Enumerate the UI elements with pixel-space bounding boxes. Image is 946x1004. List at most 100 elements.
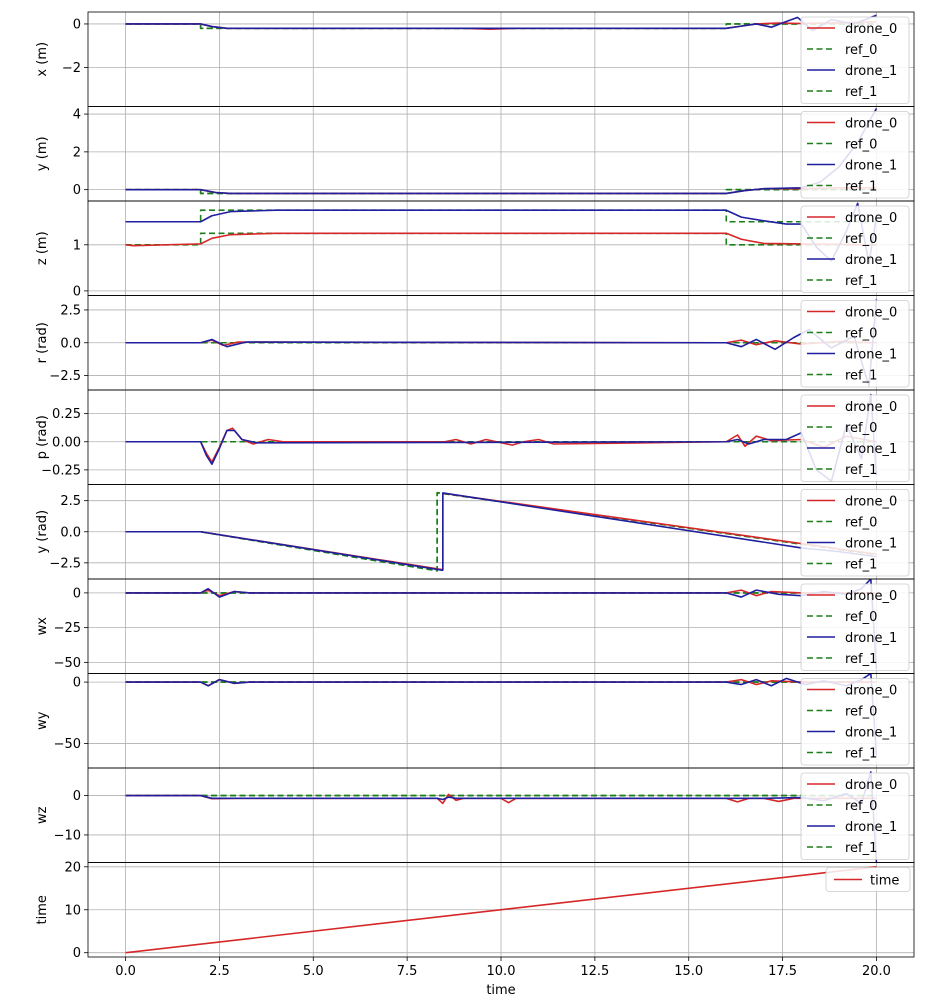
x-tick-label: 0.0 [115,964,136,979]
legend-label: drone_1 [845,726,897,741]
x-tick-label: 12.5 [580,964,609,979]
y-tick-label: 2.5 [60,303,81,318]
y-tick-label: −2.5 [49,369,81,384]
y-tick-label: −10 [54,828,81,843]
grid [88,768,914,863]
legend-label: ref_1 [845,85,877,100]
legend-label: ref_1 [845,274,877,289]
x-tick-label: 17.5 [768,964,797,979]
y-tick-label: 20 [64,860,81,875]
legend-box [800,583,910,671]
y-axis-label: x (m) [35,42,50,77]
y-tick-label: 0.0 [60,336,81,351]
y-tick-label: 1 [73,238,81,253]
y-tick-label: 0 [73,789,81,804]
x-tick-label: 15.0 [674,964,703,979]
legend-label: ref_1 [845,463,877,478]
y-tick-label: 0 [73,586,81,601]
legend-label: drone_0 [845,211,897,226]
legend-label: ref_0 [845,138,877,153]
y-tick-label: 0 [73,676,81,691]
legend-label: ref_1 [845,841,877,856]
legend: drone_0 ref_0 drone_1 ref_1 [800,111,910,199]
panel-7: 0 −50 wy drone_0 ref_0 drone_1 ref_1 [35,673,915,769]
legend-label: ref_1 [845,180,877,195]
panel-1: 0 2 4 y (m) drone_0 ref_0 drone_1 ref_1 [35,106,915,202]
legend-label: drone_1 [845,442,897,457]
series-time [125,866,877,954]
y-axis-label: y (m) [35,136,50,171]
legend-label: drone_0 [845,306,897,321]
legend-box [800,678,910,766]
legend-label: ref_0 [845,421,877,436]
y-axis-label: r (rad) [35,322,50,363]
legend-label: drone_1 [845,253,897,268]
y-tick-label: 0.0 [60,525,81,540]
legend-label: drone_0 [845,778,897,793]
x-tick-label: 2.5 [209,964,230,979]
legend-label: drone_1 [845,537,897,552]
y-tick-label: 2 [73,145,81,160]
panel-2: 0 1 z (m) drone_0 ref_0 drone_1 ref_1 [35,200,915,299]
legend: drone_0 ref_0 drone_1 ref_1 [800,489,910,577]
legend: drone_0 ref_0 drone_1 ref_1 [800,394,910,482]
y-tick-label: −2.5 [49,556,81,571]
y-axis-label: wy [35,711,50,730]
panel-9: 0 10 20 time time [35,860,915,961]
y-tick-label: 0.25 [52,407,81,422]
legend-label: drone_0 [845,495,897,510]
x-tick-label: 7.5 [397,964,418,979]
y-tick-label: −25 [54,621,81,636]
grid [88,673,914,768]
panel-4: 0.25 0.00 −0.25 p (rad) drone_0 ref_0 drone_1r… [35,389,915,485]
y-tick-label: −50 [54,737,81,752]
y-axis-label: wx [35,617,50,636]
y-tick-label: 2.5 [60,494,81,509]
y-axis-label: y (rad) [35,510,50,554]
legend-box [800,205,910,293]
x-tick-label: 5.0 [303,964,324,979]
legend: drone_0 ref_0 drone_1 ref_1 [800,16,910,104]
y-tick-label: 0 [73,183,81,198]
legend-label: drone_1 [845,64,897,79]
legend: drone_0 ref_0 drone_1 ref_1 [800,678,910,766]
panel-6: 0 −25 −50 wx drone_0 ref_0 drone_1 ref_1 [35,578,915,674]
y-tick-label: 0 [73,946,81,961]
legend-box [800,489,910,577]
legend-label: drone_0 [845,117,897,132]
legend-label: drone_1 [845,348,897,363]
y-tick-label: 10 [64,903,81,918]
legend-label: ref_0 [845,43,877,58]
legend-label: ref_1 [845,369,877,384]
x-tick-label: 20.0 [862,964,891,979]
y-tick-label: 0 [73,284,81,299]
legend-box [825,867,911,892]
legend-label: time [870,874,899,889]
legend-box [800,394,910,482]
x-axis: 0.0 2.5 5.0 7.5 10.0 12.5 15.0 17.5 20.0 time [115,957,891,998]
series-group [125,14,877,32]
legend-box [800,16,910,104]
panel-5: 2.5 0.0 −2.5 y (rad) drone_0 ref_0 drone_1 ref_… [35,484,915,580]
legend-label: ref_0 [845,516,877,531]
panel-3: 2.5 0.0 −2.5 r (rad) drone_0 ref_0 drone_1 ref_… [35,295,915,391]
series-drone_0 [125,232,877,247]
legend: drone_0 ref_0 drone_1 ref_1 [800,205,910,293]
legend-label: ref_1 [845,747,877,762]
legend-box [800,111,910,199]
y-tick-label: −50 [54,656,81,671]
legend-box [800,300,910,388]
y-axis-label: z (m) [35,231,50,265]
legend: drone_0 ref_0 drone_1 ref_1 [800,772,910,860]
legend-label: drone_0 [845,589,897,604]
series-group [125,866,877,954]
legend-label: ref_0 [845,327,877,342]
y-tick-label: 0 [73,17,81,32]
legend-label: ref_0 [845,610,877,625]
panel-8: 0 −10 wz drone_0 ref_0 drone_1 ref_1 [35,767,915,863]
y-axis-label: time [35,895,50,924]
legend-label: drone_0 [845,684,897,699]
legend-label: drone_1 [845,159,897,174]
y-tick-label: 0.00 [52,435,81,450]
